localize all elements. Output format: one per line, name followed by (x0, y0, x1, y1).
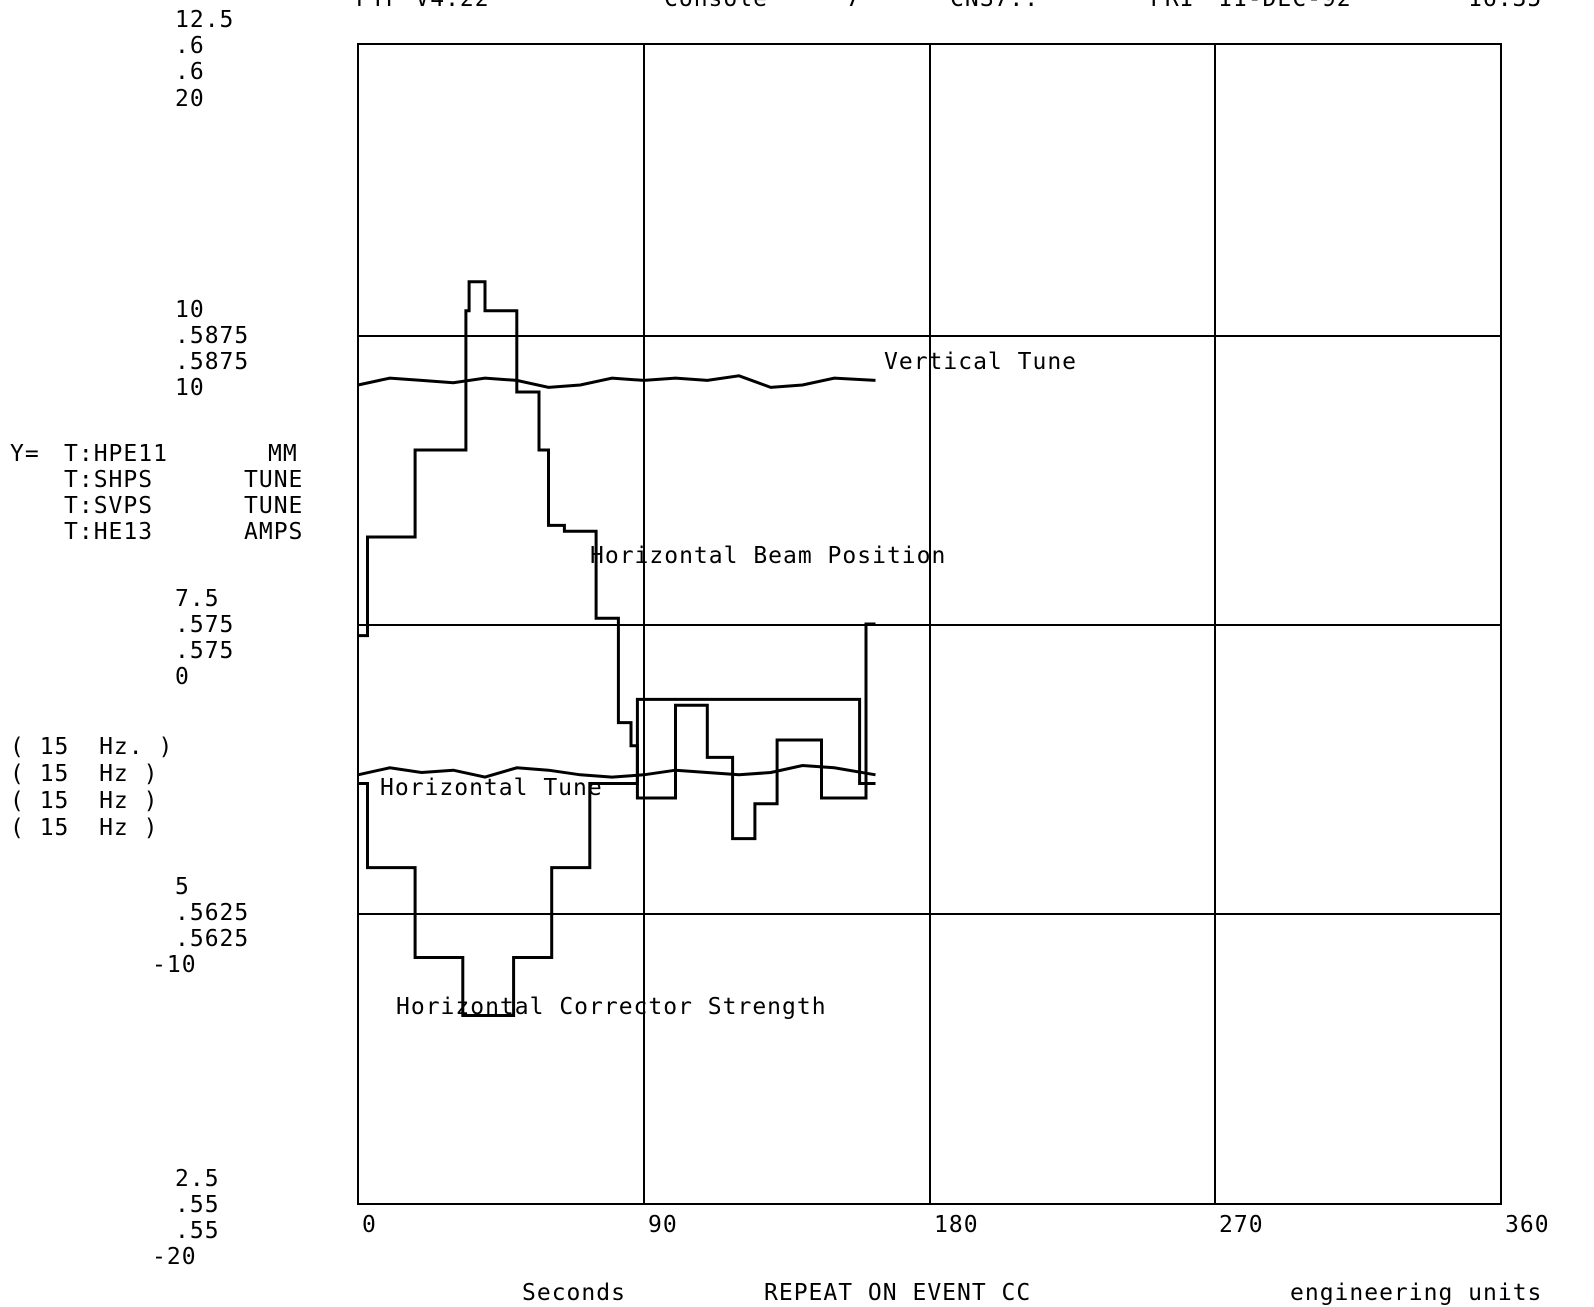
series-line-t-shps (357, 763, 876, 779)
y-tick-label: 7.5 (175, 586, 220, 612)
y-tick-label: .6 (175, 33, 205, 59)
series-line-t-hpe11 (358, 280, 876, 841)
annotation-horizontal-tune: Horizontal Tune (380, 775, 603, 801)
y-tick-label: .575 (175, 638, 234, 664)
sample-rate-label: ( 15 Hz ) (10, 788, 158, 814)
sample-rate-label: ( 15 Hz ) (10, 761, 158, 787)
x-tick-label: 90 (648, 1212, 678, 1238)
y-tick-label: .6 (175, 59, 205, 85)
legend-device-unit: TUNE (244, 493, 303, 519)
header-day: FRI (1150, 0, 1195, 12)
y-tick-group-top: 12.5 .6 .6 20 (175, 7, 234, 112)
header-program: PTP V4.22 (356, 0, 490, 12)
x-axis-ticks: 0 90 180 270 360 (362, 1212, 1550, 1238)
y-tick-group-2: 10 .5875 .5875 10 (175, 297, 249, 401)
sample-rates: ( 15 Hz. ) ( 15 Hz ) ( 15 Hz ) ( 15 Hz ) (10, 734, 173, 841)
device-legend: Y= T:HPE11 MM T:SHPS TUNE T:SVPS TUNE T:… (10, 441, 303, 545)
series-line-t-svps (357, 374, 876, 389)
annotations: Vertical Tune Horizontal Beam Position H… (380, 349, 1077, 1020)
x-tick-label: 180 (934, 1212, 979, 1238)
y-tick-label: 20 (175, 86, 205, 112)
x-axis-label: Seconds (522, 1280, 626, 1306)
y-tick-label: .55 (175, 1192, 220, 1218)
plot-footer: Seconds REPEAT ON EVENT CC engineering u… (522, 1280, 1542, 1306)
units-label: engineering units (1290, 1280, 1542, 1306)
annotation-vertical-tune: Vertical Tune (884, 349, 1077, 375)
y-tick-label: .5625 (175, 900, 249, 926)
header-console-label: Console (664, 0, 768, 12)
y-tick-label: .575 (175, 612, 234, 638)
legend-device-name: T:HE13 (64, 519, 153, 545)
legend-device-name: T:SHPS (64, 467, 153, 493)
y-tick-group-3: 7.5 .575 .575 0 (175, 586, 234, 690)
plot-frame (357, 43, 1502, 1205)
x-tick-label: 360 (1505, 1212, 1550, 1238)
header-date: 11-DEC-92 (1218, 0, 1352, 12)
legend-device-name: T:HPE11 (64, 441, 168, 467)
plot-header: PTP V4.22 Console 7 CNS7.. FRI 11-DEC-92… (356, 0, 1542, 12)
y-tick-label: 2.5 (175, 1166, 220, 1192)
x-tick-label: 0 (362, 1212, 377, 1238)
y-tick-label: 10 (175, 375, 205, 401)
legend-device-name: T:SVPS (64, 493, 153, 519)
legend-device-unit: AMPS (244, 519, 303, 545)
y-tick-label: .5875 (175, 323, 249, 349)
y-tick-label: 5 (175, 874, 190, 900)
y-tick-label: 10 (175, 297, 205, 323)
legend-device-unit: MM (268, 441, 298, 467)
series-layer (357, 280, 876, 1017)
y-tick-label: 12.5 (175, 7, 234, 33)
series-line-t-he13 (358, 697, 876, 1017)
header-time: 16:35 (1468, 0, 1542, 12)
y-tick-label: 0 (175, 664, 190, 690)
x-tick-label: 270 (1219, 1212, 1264, 1238)
y-tick-label: .5625 (175, 926, 249, 952)
sample-rate-label: ( 15 Hz. ) (10, 734, 173, 760)
legend-device-unit: TUNE (244, 467, 303, 493)
y-tick-group-4: 5 .5625 .5625 -10 (152, 874, 249, 978)
sample-rate-label: ( 15 Hz ) (10, 815, 158, 841)
header-console-number: 7 (846, 0, 861, 12)
repeat-mode-label: REPEAT ON EVENT CC (764, 1280, 1031, 1306)
y-tick-label: -10 (152, 952, 197, 978)
y-tick-label: -20 (152, 1244, 197, 1270)
y-axis-ticks: 12.5 .6 .6 20 10 .5875 .5875 10 7.5 .575… (152, 7, 249, 1270)
legend-prefix: Y= (10, 441, 40, 467)
y-tick-label: .55 (175, 1218, 220, 1244)
annotation-horizontal-corrector-strength: Horizontal Corrector Strength (396, 994, 827, 1020)
y-tick-label: .5875 (175, 349, 249, 375)
header-node: CNS7.. (950, 0, 1039, 12)
annotation-horizontal-beam-position: Horizontal Beam Position (590, 543, 946, 569)
y-tick-group-bottom: 2.5 .55 .55 -20 (152, 1166, 220, 1270)
